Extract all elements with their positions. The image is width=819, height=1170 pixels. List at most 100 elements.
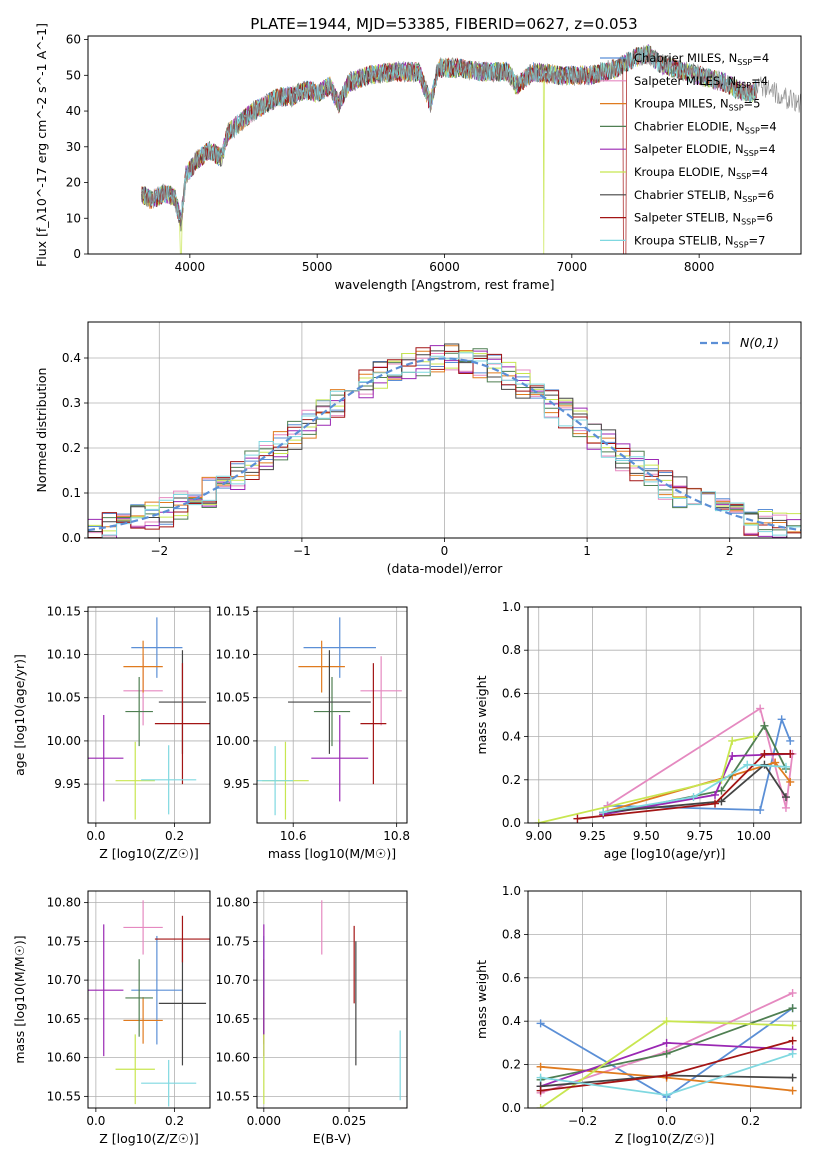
errorbar-kroupa-stelib (141, 1059, 197, 1107)
weights-line (602, 761, 792, 814)
y-tick-label: 0.2 (62, 441, 81, 455)
spectrum-line-kroupa-miles (141, 55, 626, 231)
errorbar-kroupa-elodie (115, 1034, 155, 1105)
x-tick-label: 2 (726, 544, 734, 558)
x-tick-label: 0.2 (165, 1114, 184, 1128)
weights-line (603, 763, 787, 814)
errorbar-chabrier-miles (131, 617, 183, 678)
y-tick-label: 10.60 (216, 1051, 250, 1065)
y-tick-label: 10.80 (47, 896, 81, 910)
normal-reference-curve (88, 357, 801, 532)
weights-salpeter-stelib (573, 749, 795, 823)
x-tick-label: 10.8 (383, 829, 410, 843)
x-tick-label: 4000 (175, 260, 206, 274)
axes-frame (256, 890, 408, 1109)
errorbar-kroupa-miles (123, 997, 163, 1044)
panel-ebv_vs_mass: 0.000 0.025 10.55 10.60 10.65 10.70 10.75 10.80… (216, 890, 408, 1146)
x-tick-label: 1 (583, 544, 591, 558)
y-tick-label: 0.0 (502, 816, 521, 830)
spectrum-line-chabrier-miles (141, 56, 626, 229)
x-tick-label: 0.0 (86, 1114, 105, 1128)
panel-Z_vs_age: 0.0 0.2 9.95 10.00 10.05 10.10 10.15 Z [log10(Z… (12, 604, 211, 861)
panel-spectrum: 4000 5000 6000 7000 8000 0 10 20 30 40 50 60 wavelen… (34, 23, 802, 292)
y-axis-label: Normed distribution (34, 368, 49, 493)
x-tick-label: 0.0 (86, 829, 105, 843)
weights-line (577, 753, 791, 820)
weights-line (603, 763, 787, 814)
errorbar-kroupa-stelib (141, 745, 197, 815)
errorbar-salpeter-elodie (88, 924, 124, 1057)
weights-salpeter-stelib (536, 1036, 797, 1095)
y-tick-label: 10.15 (47, 604, 81, 618)
x-tick-label: 10.6 (280, 829, 307, 843)
errorbar-salpeter-miles (123, 900, 163, 955)
y-tick-label: 10.10 (216, 648, 250, 662)
errorbar-chabrier-miles (131, 935, 183, 1045)
errorbar-chabrier-stelib (288, 650, 371, 754)
y-tick-label: 60 (66, 33, 81, 47)
y-tick-label: 0 (73, 247, 81, 261)
x-tick-label: 6000 (429, 260, 460, 274)
legend-label: Kroupa STELIB, NSSP=7 (634, 233, 765, 249)
y-tick-label: 0.8 (502, 643, 521, 657)
y-tick-label: 10 (66, 211, 81, 225)
legend-label: Kroupa ELODIE, NSSP=4 (634, 165, 768, 181)
y-axis-label: mass [log10(M/M☉)] (12, 935, 27, 1063)
weights-kroupa-elodie (536, 1017, 797, 1108)
x-tick-label: 9.25 (579, 829, 606, 843)
y-tick-label: 10.60 (47, 1051, 81, 1065)
errorbar-chabrier-elodie (125, 959, 153, 1037)
y-tick-label: 0.2 (502, 1058, 521, 1072)
y-tick-label: 10.65 (47, 1012, 81, 1026)
y-axis-label: mass weight (474, 675, 489, 754)
y-tick-label: 10.00 (216, 734, 250, 748)
errorbar-kroupa-miles (123, 640, 163, 693)
panel-residuals: −2 −1 0 1 2 0.0 0.1 0.2 0.3 0.4 (data-model)/error… (34, 321, 802, 576)
axes-frame (527, 890, 802, 1109)
figure-title: PLATE=1944, MJD=53385, FIBERID=0627, z=0… (250, 15, 637, 33)
x-axis-label: Z [log10(Z/Z☉)] (615, 1131, 715, 1146)
y-tick-label: 30 (66, 140, 81, 154)
y-tick-label: 50 (66, 68, 81, 82)
weights-kroupa-elodie (534, 732, 758, 823)
x-tick-label: 8000 (684, 260, 715, 274)
y-tick-label: 9.95 (223, 777, 250, 791)
x-tick-label: 5000 (302, 260, 333, 274)
x-axis-label: wavelength [Angstrom, rest frame] (334, 277, 554, 292)
y-tick-label: 0.4 (502, 1014, 521, 1028)
y-tick-label: 10.75 (47, 934, 81, 948)
legend-label: Chabrier MILES, NSSP=4 (634, 51, 769, 67)
y-tick-label: 10.00 (47, 734, 81, 748)
x-axis-label: mass [log10(M/M☉)] (268, 846, 396, 861)
x-tick-label: 0 (441, 544, 449, 558)
x-tick-label: 0.2 (741, 1114, 760, 1128)
y-tick-label: 10.55 (47, 1089, 81, 1103)
y-tick-label: 10.70 (47, 973, 81, 987)
legend-label: Salpeter ELODIE, NSSP=4 (634, 142, 776, 158)
y-tick-label: 10.55 (216, 1089, 250, 1103)
panel-age_weights: 9.00 9.25 9.50 9.75 10.00 0.0 0.2 0.4 0.6 0.8 1.0 a… (474, 600, 802, 861)
y-tick-label: 10.70 (216, 973, 250, 987)
x-tick-label: 0.000 (247, 1114, 281, 1128)
legend-label: Chabrier ELODIE, NSSP=4 (634, 119, 777, 135)
errorbar-salpeter-miles (360, 656, 402, 726)
errorbar-chabrier-miles (303, 617, 376, 678)
y-tick-label: 10.05 (47, 691, 81, 705)
x-tick-label: 0.025 (332, 1114, 366, 1128)
x-axis-label: Z [log10(Z/Z☉)] (99, 1131, 199, 1146)
y-tick-label: 1.0 (502, 884, 521, 898)
axes-frame (256, 606, 408, 824)
spectrum-line-kroupa-stelib (141, 44, 757, 221)
errorbar-salpeter-stelib (154, 663, 210, 785)
y-tick-label: 0.0 (502, 1101, 521, 1115)
y-tick-label: 10.15 (216, 604, 250, 618)
x-tick-label: 7000 (557, 260, 588, 274)
panel-mass_vs_age: 10.6 10.8 9.95 10.00 10.05 10.10 10.15 mass [lo… (216, 604, 410, 861)
weights-kroupa-stelib (536, 1049, 797, 1099)
axes-frame (87, 321, 802, 539)
errorbar-salpeter-stelib (360, 663, 387, 785)
legend: Chabrier MILES, NSSP=4 Salpeter MILES, NS… (600, 51, 777, 249)
legend-label: Chabrier STELIB, NSSP=6 (634, 188, 774, 204)
y-tick-label: 0.4 (62, 351, 81, 365)
